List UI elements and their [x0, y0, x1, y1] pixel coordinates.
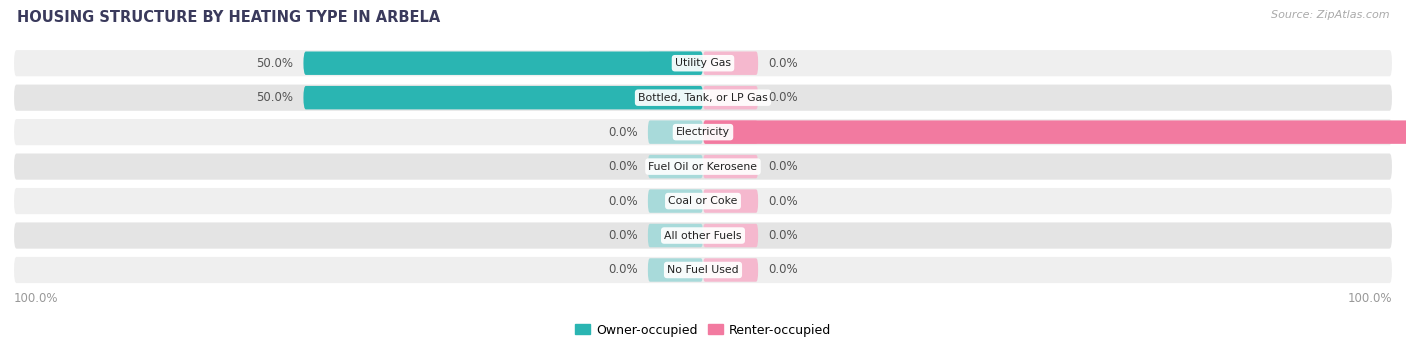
Text: 50.0%: 50.0%	[256, 57, 292, 70]
FancyBboxPatch shape	[648, 51, 703, 75]
FancyBboxPatch shape	[648, 258, 703, 282]
FancyBboxPatch shape	[14, 50, 1392, 76]
FancyBboxPatch shape	[703, 224, 758, 247]
Text: Utility Gas: Utility Gas	[675, 58, 731, 68]
Text: 0.0%: 0.0%	[769, 264, 799, 276]
FancyBboxPatch shape	[703, 120, 1406, 144]
FancyBboxPatch shape	[703, 155, 758, 178]
FancyBboxPatch shape	[304, 86, 703, 109]
FancyBboxPatch shape	[648, 155, 703, 178]
Text: 0.0%: 0.0%	[607, 229, 637, 242]
Text: 0.0%: 0.0%	[769, 91, 799, 104]
Text: 0.0%: 0.0%	[607, 126, 637, 139]
FancyBboxPatch shape	[648, 189, 703, 213]
FancyBboxPatch shape	[14, 188, 1392, 214]
Text: 50.0%: 50.0%	[256, 91, 292, 104]
Text: 0.0%: 0.0%	[769, 229, 799, 242]
Text: Bottled, Tank, or LP Gas: Bottled, Tank, or LP Gas	[638, 93, 768, 103]
Text: HOUSING STRUCTURE BY HEATING TYPE IN ARBELA: HOUSING STRUCTURE BY HEATING TYPE IN ARB…	[17, 10, 440, 25]
Text: 0.0%: 0.0%	[607, 160, 637, 173]
Text: 100.0%: 100.0%	[14, 292, 59, 305]
FancyBboxPatch shape	[703, 51, 758, 75]
FancyBboxPatch shape	[304, 51, 703, 75]
Text: All other Fuels: All other Fuels	[664, 231, 742, 240]
Text: 0.0%: 0.0%	[769, 160, 799, 173]
FancyBboxPatch shape	[648, 86, 703, 109]
FancyBboxPatch shape	[648, 120, 703, 144]
FancyBboxPatch shape	[14, 153, 1392, 180]
Text: 0.0%: 0.0%	[769, 194, 799, 207]
Text: No Fuel Used: No Fuel Used	[668, 265, 738, 275]
FancyBboxPatch shape	[648, 224, 703, 247]
FancyBboxPatch shape	[703, 189, 758, 213]
FancyBboxPatch shape	[703, 120, 758, 144]
FancyBboxPatch shape	[14, 257, 1392, 283]
FancyBboxPatch shape	[703, 258, 758, 282]
Text: Coal or Coke: Coal or Coke	[668, 196, 738, 206]
FancyBboxPatch shape	[14, 222, 1392, 249]
FancyBboxPatch shape	[14, 85, 1392, 111]
Text: Fuel Oil or Kerosene: Fuel Oil or Kerosene	[648, 162, 758, 172]
FancyBboxPatch shape	[14, 119, 1392, 145]
Text: Source: ZipAtlas.com: Source: ZipAtlas.com	[1271, 10, 1389, 20]
Text: 100.0%: 100.0%	[1347, 292, 1392, 305]
Text: 0.0%: 0.0%	[607, 264, 637, 276]
Text: 0.0%: 0.0%	[607, 194, 637, 207]
Text: Electricity: Electricity	[676, 127, 730, 137]
Legend: Owner-occupied, Renter-occupied: Owner-occupied, Renter-occupied	[569, 319, 837, 340]
Text: 0.0%: 0.0%	[769, 57, 799, 70]
FancyBboxPatch shape	[703, 86, 758, 109]
